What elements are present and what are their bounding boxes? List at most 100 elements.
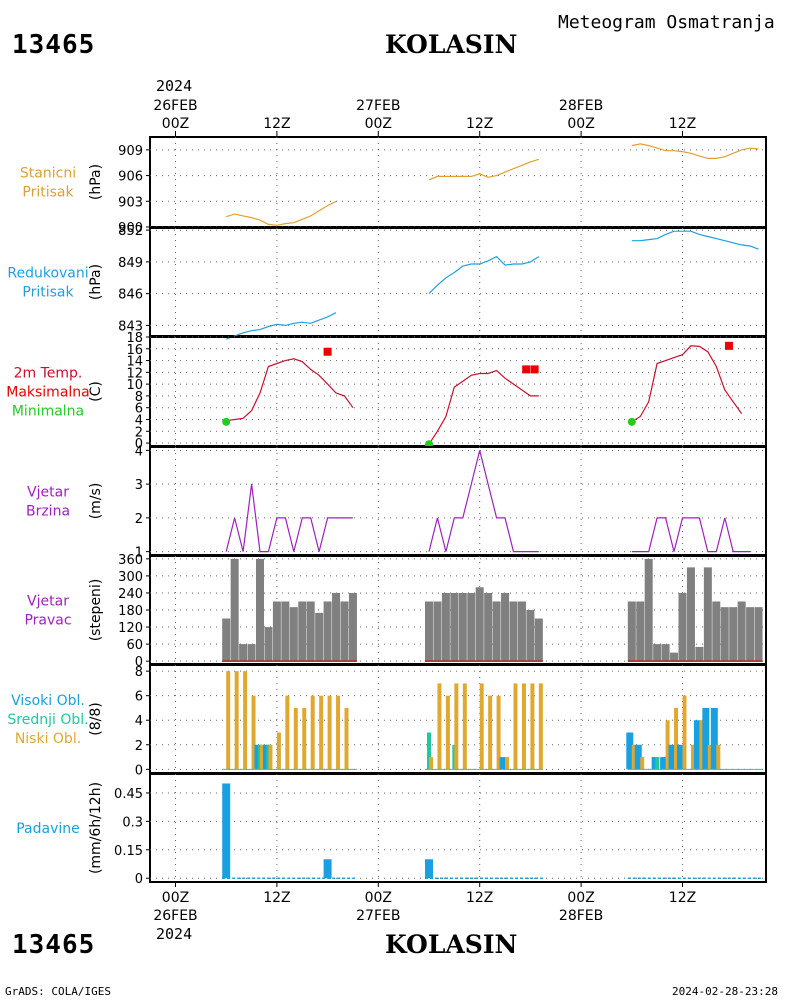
cloud-bar-niski-obl-: [336, 695, 341, 770]
station-name-top: KOLASIN: [385, 30, 518, 59]
cloud-bar-visoki-obl-: [693, 720, 701, 770]
time-tick-label-top: 00Z: [365, 116, 392, 132]
precip-bar: [222, 783, 231, 879]
date-label-bottom: 27FEB: [356, 908, 400, 924]
wind-dir-bar: [678, 592, 687, 662]
panel-label-vjetar-brzina: Vjetar: [27, 485, 69, 501]
panel-unit-padavine: (mm/6h/12h): [88, 782, 104, 874]
y-tick-label-temperatura: 0: [135, 437, 143, 452]
y-tick-label-vjetar-brzina: 4: [135, 444, 143, 459]
wind-dir-bar: [425, 601, 433, 662]
temp-max-marker: [724, 341, 733, 350]
time-tick-label-bottom: 12Z: [263, 890, 290, 906]
year-label-bottom: 2024: [156, 925, 193, 943]
cloud-bar-niski-obl-: [665, 720, 670, 770]
y-tick-label-vjetar-pravac: 0: [135, 655, 143, 670]
cloud-bar-niski-obl-: [327, 695, 332, 770]
series-line-temperatura: [428, 369, 539, 445]
panel-unit-oblacnost: (8/8): [88, 702, 104, 735]
panel-label-oblacnost: Visoki Obl.: [11, 693, 85, 709]
wind-dir-bar: [720, 607, 729, 662]
cloud-bar-visoki-obl-: [626, 732, 634, 770]
temp-max-marker: [323, 347, 332, 356]
panel-label-redukovani-pritisak: Redukovani: [7, 266, 88, 282]
y-tick-label-padavine: 0: [135, 872, 143, 887]
series-line-temperatura: [226, 358, 354, 422]
date-label-top: 27FEB: [356, 98, 400, 114]
cloud-bar-visoki-obl-: [677, 744, 684, 770]
cloud-bar-niski-obl-: [319, 695, 324, 770]
panel-frame-temperatura: [149, 336, 767, 447]
wind-dir-bar: [230, 558, 239, 662]
y-tick-label-vjetar-pravac: 240: [118, 587, 143, 602]
wind-dir-bar: [484, 592, 493, 662]
wind-dir-bar: [272, 601, 281, 662]
y-tick-label-oblacnost: 8: [135, 665, 143, 680]
wind-dir-bar: [754, 607, 763, 662]
cloud-bar-srednji-obl-: [655, 757, 660, 770]
station-id-top: 13465: [12, 30, 96, 60]
station-name-bottom: KOLASIN: [385, 930, 518, 959]
cloud-bar-niski-obl-: [276, 732, 281, 770]
y-tick-label-temperatura: 16: [126, 343, 143, 358]
y-tick-label-temperatura: 14: [126, 355, 143, 370]
cloud-bar-visoki-obl-: [634, 744, 642, 770]
cloud-bar-niski-obl-: [285, 695, 290, 770]
wind-dir-bar: [686, 567, 695, 662]
wind-dir-bar: [661, 644, 670, 662]
y-tick-label-temperatura: 18: [126, 331, 143, 346]
panel-frame-redukovani-pritisak: [149, 227, 767, 337]
panel-label-stanicni-pritisak: Pritisak: [22, 185, 74, 201]
cloud-bar-visoki-obl-: [499, 757, 507, 770]
wind-dir-bar: [281, 601, 290, 662]
y-tick-label-vjetar-brzina: 1: [135, 546, 143, 561]
y-tick-label-redukovani-pritisak: 849: [118, 256, 143, 271]
series-line-vjetar-brzina: [225, 484, 353, 553]
time-tick-label-top: 12Z: [263, 116, 290, 132]
panel-frame-padavine: [149, 773, 767, 883]
y-tick-label-temperatura: 6: [135, 402, 143, 417]
series-line-stanicni-pritisak: [428, 158, 539, 181]
wind-dir-bar: [467, 592, 476, 662]
wind-dir-bar: [509, 601, 518, 662]
y-tick-label-stanicni-pritisak: 900: [118, 221, 143, 236]
wind-dir-bar: [433, 601, 442, 662]
series-line-stanicni-pritisak: [226, 200, 337, 226]
panel-label-oblacnost: Srednji Obl.: [7, 712, 88, 728]
series-line-redukovani-pritisak: [225, 312, 337, 340]
wind-dir-bar: [653, 644, 662, 662]
wind-dir-bar: [517, 601, 526, 662]
cloud-bar-niski-obl-: [707, 744, 712, 770]
y-tick-label-vjetar-pravac: 300: [118, 570, 143, 585]
y-tick-label-stanicni-pritisak: 909: [118, 144, 143, 159]
date-label-bottom: 26FEB: [153, 908, 197, 924]
cloud-bar-niski-obl-: [454, 683, 459, 770]
time-tick-label-top: 00Z: [567, 116, 594, 132]
wind-dir-bar: [289, 607, 298, 662]
y-tick-label-redukovani-pritisak: 843: [118, 319, 143, 334]
y-tick-label-temperatura: 10: [126, 378, 143, 393]
wind-dir-bar: [340, 601, 349, 662]
wind-dir-bar: [534, 618, 543, 662]
footer-source: GrADS: COLA/IGES: [5, 985, 111, 998]
wind-dir-bar: [450, 592, 459, 662]
y-tick-label-vjetar-pravac: 60: [126, 638, 143, 653]
y-tick-label-padavine: 0.45: [114, 787, 143, 802]
cloud-bar-niski-obl-: [631, 744, 636, 770]
panel-label-vjetar-pravac: Vjetar: [27, 594, 69, 610]
wind-dir-bar: [239, 644, 248, 662]
wind-dir-bar: [636, 601, 645, 662]
time-tick-label-bottom: 12Z: [466, 890, 493, 906]
wind-dir-bar: [627, 601, 636, 662]
cloud-bar-niski-obl-: [640, 757, 645, 770]
y-tick-label-oblacnost: 0: [135, 763, 143, 778]
wind-dir-bar: [492, 601, 501, 662]
station-id-bottom: 13465: [12, 930, 96, 960]
wind-dir-bar: [441, 592, 450, 662]
cloud-bar-niski-obl-: [260, 744, 264, 770]
wind-dir-bar: [256, 558, 264, 662]
wind-dir-bar: [729, 607, 738, 662]
precip-bar: [323, 859, 332, 879]
cloud-bar-srednji-obl-: [427, 732, 431, 770]
panel-label-vjetar-brzina: Brzina: [26, 504, 70, 520]
